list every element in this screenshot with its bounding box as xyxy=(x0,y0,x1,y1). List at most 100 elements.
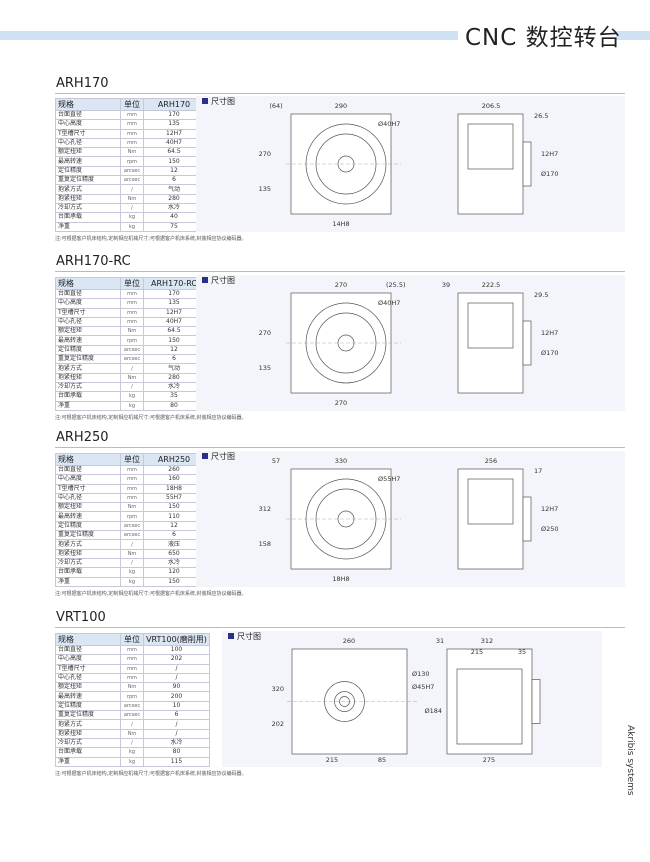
spec-label: 净重 xyxy=(55,400,121,411)
spindle-flange xyxy=(522,496,532,542)
spec-label: 台面直径 xyxy=(55,464,121,476)
dimension-label: 270 xyxy=(259,150,271,158)
spec-label: 冷却方式 xyxy=(55,381,121,393)
table-row: 台面承载 kg 35 xyxy=(55,391,205,402)
footnote: 注:可根据客户机床结构,定制相应机械尺寸;可根据客户机床系统,封装相应协议编码器… xyxy=(55,591,247,597)
dimension-heading: 尺寸图 xyxy=(202,275,235,286)
spec-label: 定位精度 xyxy=(55,520,121,532)
spec-label: 额定扭矩 xyxy=(55,147,121,158)
dimension-label: 206.5 xyxy=(482,102,501,110)
spindle-flange xyxy=(531,679,541,724)
table-row: T型槽尺寸 mm 12H7 xyxy=(55,307,205,318)
spindle-flange xyxy=(522,141,532,187)
spec-label: 台面承载 xyxy=(55,212,121,223)
spec-unit: mm xyxy=(120,464,144,476)
table-header-cell: 单位 xyxy=(120,277,144,290)
dimension-label: Ø170 xyxy=(541,170,559,178)
dimension-label: 202 xyxy=(272,720,284,728)
table-row: 台面直径 mm 170 xyxy=(55,109,205,121)
dimension-label: (64) xyxy=(269,102,282,110)
spec-label: 定位精度 xyxy=(55,165,121,177)
spec-unit: kg xyxy=(120,400,144,411)
table-row: 抱紧扭矩 Nm 280 xyxy=(55,193,205,204)
table-row: 台面直径 mm 260 xyxy=(55,464,205,476)
spec-unit: Nm xyxy=(120,502,144,513)
table-header-cell: ARH170 xyxy=(143,98,205,111)
table-row: 中心孔径 mm 55H7 xyxy=(55,492,205,504)
spec-unit: arcsec xyxy=(120,710,144,721)
spec-label: 中心孔径 xyxy=(55,137,121,149)
spec-label: 额定扭矩 xyxy=(55,326,121,337)
dimension-label: 85 xyxy=(378,756,386,764)
side-view-panel xyxy=(467,302,514,349)
spec-unit: mm xyxy=(120,474,144,485)
table-row: 定位精度 arcsec 12 xyxy=(55,165,205,177)
dimension-drawing: 270 (25.5) Ø40H7 270 135 270 39 222.5 29.5 12H7 Ø1… xyxy=(259,281,559,407)
table-row: 抱紧方式 / 气动 xyxy=(55,184,205,195)
table-row: 定位精度 arcsec 12 xyxy=(55,520,205,532)
table-header-cell: VRT100(磨削用) xyxy=(143,633,210,646)
dimension-label: Ø184 xyxy=(424,707,442,715)
dimension-label: 215 xyxy=(471,648,483,656)
dimension-label: Ø40H7 xyxy=(378,120,400,128)
dimension-label: 215 xyxy=(326,756,338,764)
spec-unit: Nm xyxy=(120,193,144,204)
table-row: 中心孔径 mm 40H7 xyxy=(55,316,205,328)
spec-label: 定位精度 xyxy=(55,700,121,712)
dimension-label: 17 xyxy=(534,467,542,475)
dimension-label: 312 xyxy=(259,505,271,513)
table-row: 额定扭矩 Nm 64.5 xyxy=(55,147,205,158)
table-row: 净重 kg 75 xyxy=(55,221,205,232)
spec-unit: mm xyxy=(120,644,144,656)
dimension-heading-text: 尺寸图 xyxy=(211,97,235,106)
spec-label: 最高转速 xyxy=(55,156,121,167)
spec-unit: Nm xyxy=(120,372,144,383)
spec-unit: Nm xyxy=(120,682,144,693)
table-header-cell: 单位 xyxy=(120,98,144,111)
spec-table: 规格 单位 ARH170-RC 台面直径 mm 170 中心高度 mm 135 T型槽尺寸 mm 12… xyxy=(55,277,205,411)
dimension-label: 290 xyxy=(335,102,347,110)
spec-unit: arcsec xyxy=(120,165,144,177)
spec-label: 最高转速 xyxy=(55,691,121,702)
spec-label: 抱紧方式 xyxy=(55,184,121,195)
spec-label: 中心孔径 xyxy=(55,316,121,328)
bullet-square-icon xyxy=(202,277,208,283)
spec-label: 重复定位精度 xyxy=(55,175,121,186)
table-row: 抱紧方式 / 气动 xyxy=(55,363,205,374)
header-band-right xyxy=(616,31,650,40)
table-row: 冷却方式 / 水冷 xyxy=(55,557,205,569)
spec-label: 抱紧方式 xyxy=(55,363,121,374)
table-row: 抱紧扭矩 Nm / xyxy=(55,728,210,739)
spec-label: 台面承载 xyxy=(55,567,121,578)
spec-label: 台面直径 xyxy=(55,644,121,656)
dimension-drawing-panel: 尺寸图 270 (25.5) Ø40H7 270 135 270 39 222.5 29.5 12H… xyxy=(196,275,625,411)
dimension-label: 57 xyxy=(272,457,280,465)
spec-label: T型槽尺寸 xyxy=(55,307,121,318)
spec-unit: Nm xyxy=(120,728,144,739)
table-row: 最高转速 rpm 200 xyxy=(55,691,210,702)
spec-unit: mm xyxy=(120,137,144,149)
spec-unit: / xyxy=(120,737,144,749)
spec-label: 冷却方式 xyxy=(55,737,121,749)
spec-unit: mm xyxy=(120,672,144,684)
table-row: 额定扭矩 Nm 150 xyxy=(55,502,205,513)
spec-label: 台面直径 xyxy=(55,288,121,300)
table-header-row: 规格 单位 ARH170 xyxy=(55,98,205,111)
spec-value: 200 xyxy=(143,691,210,702)
spec-unit: mm xyxy=(120,483,144,494)
spec-label: 抱紧扭矩 xyxy=(55,193,121,204)
dimension-label: Ø40H7 xyxy=(378,299,400,307)
section-title: VRT100 xyxy=(56,610,106,625)
section-title: ARH170-RC xyxy=(56,254,131,269)
dimension-label: Ø45H7 xyxy=(412,683,434,691)
spec-label: 抱紧扭矩 xyxy=(55,548,121,559)
table-header-cell: 单位 xyxy=(120,453,144,466)
spec-value: / xyxy=(143,728,210,739)
spec-label: T型槽尺寸 xyxy=(55,483,121,494)
dimension-label: 12H7 xyxy=(541,505,558,513)
dimension-label: 270 xyxy=(259,329,271,337)
spec-unit: / xyxy=(120,539,144,550)
spec-unit: arcsec xyxy=(120,700,144,712)
spec-label: 重复定位精度 xyxy=(55,710,121,721)
